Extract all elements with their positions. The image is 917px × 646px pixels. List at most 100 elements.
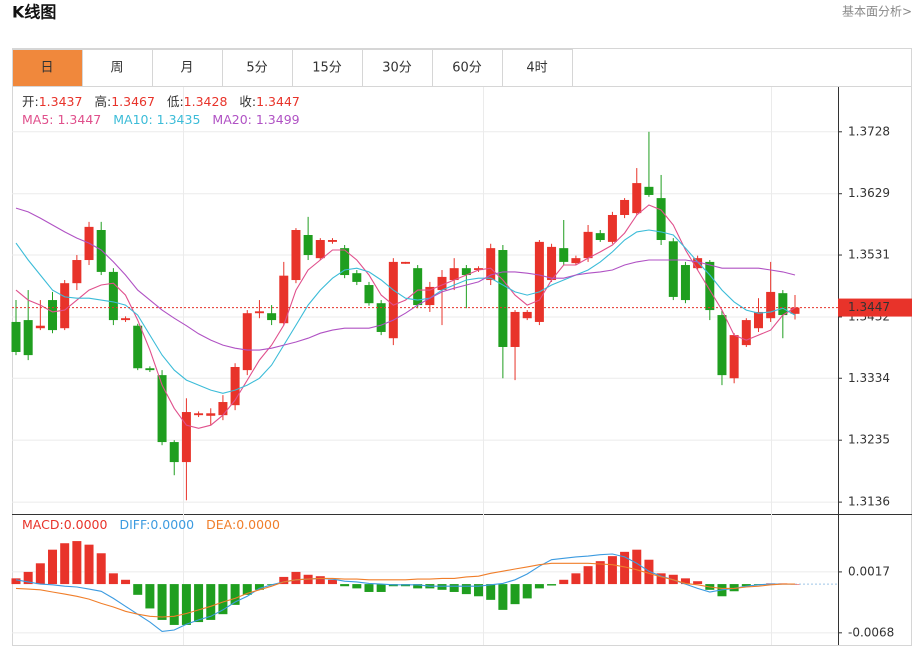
candle-body	[72, 260, 82, 284]
tab[interactable]	[222, 49, 293, 87]
readout-label: 低:	[167, 94, 184, 109]
macd-bar	[108, 573, 118, 585]
y-tick-label: 1.3334	[848, 371, 890, 385]
tab[interactable]	[432, 49, 503, 87]
macd-bar	[607, 556, 617, 585]
macd-bar	[157, 584, 167, 620]
macd-bar	[461, 584, 471, 595]
macd-bar	[486, 584, 496, 600]
candle-body	[133, 325, 143, 369]
tab-label[interactable]: 5分	[246, 61, 267, 76]
candle-body	[778, 293, 788, 316]
tab-label[interactable]: 60分	[452, 61, 482, 76]
candle-body	[218, 402, 228, 416]
candle-body	[121, 318, 131, 321]
macd-bar	[510, 584, 520, 605]
macd-bar	[693, 581, 703, 585]
candle-body	[595, 233, 605, 241]
readout-label: MA10:	[113, 112, 156, 127]
readout-value: 0.0000	[64, 517, 108, 532]
readout-value: 0.0000	[236, 517, 280, 532]
macd-bar	[656, 573, 666, 585]
tab-label[interactable]: 月	[180, 61, 193, 76]
macd-bar	[522, 584, 532, 599]
macd-bar	[571, 573, 581, 585]
readout-label: MA20:	[212, 112, 255, 127]
macd-bar	[145, 584, 155, 609]
tab[interactable]	[12, 49, 83, 87]
fundamental-link[interactable]: 基本面分析>	[842, 5, 912, 19]
tab[interactable]	[362, 49, 433, 87]
readout-value: 1.3437	[39, 94, 83, 109]
tab-label[interactable]: 15分	[312, 61, 342, 76]
macd-bar	[35, 563, 45, 585]
candle-body	[413, 268, 423, 306]
macd-bar	[340, 584, 350, 587]
candle-body	[315, 240, 325, 259]
readout-value: 1.3447	[256, 94, 300, 109]
macd-bar	[547, 584, 557, 586]
readout-value: 1.3499	[256, 112, 300, 127]
candle-body	[303, 235, 313, 256]
y-tick-label: 0.0017	[848, 564, 890, 578]
macd-bar	[181, 584, 191, 625]
last-price-tag	[838, 298, 912, 317]
y-tick-label: 1.3629	[848, 186, 890, 200]
candle-body	[327, 240, 337, 242]
tab-label[interactable]: 30分	[382, 61, 412, 76]
candle-body	[157, 375, 167, 443]
indicator-line	[15, 562, 795, 618]
candle-body	[194, 413, 204, 416]
macd-bar	[291, 571, 301, 585]
tab-label[interactable]: 日	[40, 61, 53, 76]
readout-value: 1.3428	[184, 94, 228, 109]
macd-bar	[559, 579, 569, 585]
candle-body	[680, 265, 690, 301]
candle-body	[242, 313, 252, 371]
macd-bar	[242, 584, 252, 595]
tab-label[interactable]: 4时	[526, 61, 547, 76]
macd-bar	[583, 566, 593, 585]
readout-value: 1.3447	[57, 112, 101, 127]
candle-body	[753, 311, 763, 329]
macd-bar	[327, 579, 337, 585]
candle-body	[668, 241, 678, 297]
macd-bar	[230, 584, 240, 605]
macd-bar	[133, 584, 143, 595]
macd-bar	[194, 584, 204, 623]
macd-bar	[169, 584, 179, 625]
readout-label: 收:	[239, 94, 256, 109]
candle-body	[534, 241, 544, 322]
readout-label: MACD:	[22, 517, 64, 532]
macd-bar	[729, 584, 739, 592]
tab-label[interactable]: 周	[110, 61, 123, 76]
chart-frame	[12, 48, 912, 646]
candle-body	[23, 320, 33, 356]
candle-body	[498, 250, 508, 347]
candle-body	[571, 258, 581, 264]
candle-body	[291, 230, 301, 281]
date-grid	[183, 87, 772, 645]
macd-bar	[279, 576, 289, 585]
candle-body	[741, 320, 751, 346]
macd-bar	[96, 553, 106, 585]
candle-body	[656, 198, 666, 241]
y-tick-label: 1.3728	[848, 124, 890, 138]
macd-bar	[206, 584, 216, 620]
candle-body	[352, 273, 362, 282]
y-tick-label: 1.3531	[848, 248, 890, 262]
tab[interactable]	[292, 49, 363, 87]
candle-body	[449, 268, 459, 281]
candle-body	[279, 275, 289, 324]
macd-bar	[595, 561, 605, 585]
candle-body	[230, 366, 240, 406]
tab[interactable]	[502, 49, 573, 87]
candle-body	[96, 230, 106, 272]
candle-body	[35, 325, 45, 329]
macd-bar	[620, 551, 630, 585]
readout-value: 0.0000	[150, 517, 194, 532]
readout-label: DEA:	[206, 517, 236, 532]
candle-body	[705, 261, 715, 311]
candle-body	[267, 313, 277, 321]
